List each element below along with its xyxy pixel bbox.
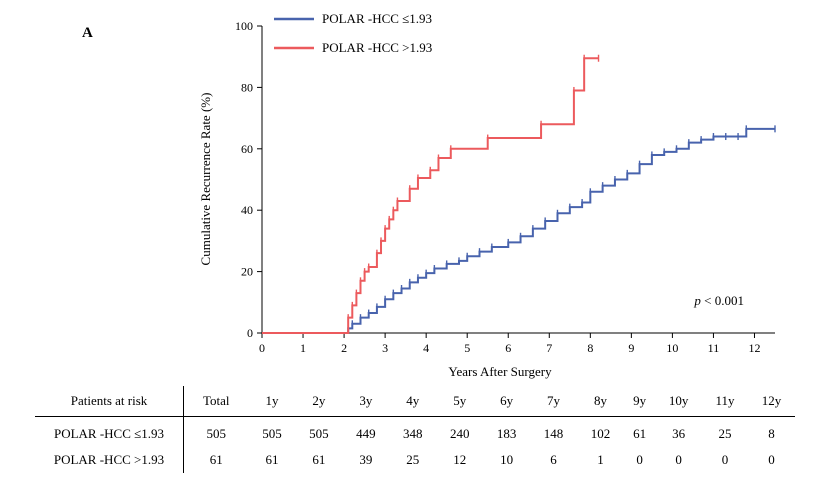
risk-cell: 39	[359, 452, 373, 467]
risk-cell: 1	[597, 452, 604, 467]
y-tick-label: 80	[241, 80, 253, 94]
x-tick-label: 11	[708, 341, 720, 355]
risk-cell: 348	[403, 426, 423, 441]
risk-cell: 10	[500, 452, 514, 467]
x-axis-label: Years After Surgery	[448, 364, 552, 379]
x-tick-label: 6	[505, 341, 511, 355]
x-tick-label: 9	[628, 341, 634, 355]
risk-cell: 183	[496, 426, 517, 441]
risk-header-cell: 6y	[483, 386, 531, 417]
risk-header-cell: 10y	[655, 386, 703, 417]
risk-header-cell: 8y	[577, 386, 624, 417]
risk-cell: 0	[768, 452, 775, 467]
risk-cell: 102	[590, 426, 611, 441]
risk-header-cell: 2y	[295, 386, 343, 417]
risk-cell: 240	[449, 426, 470, 441]
risk-cell: 61	[312, 452, 326, 467]
y-tick-label: 100	[235, 19, 253, 33]
risk-cell: 0	[675, 452, 682, 467]
series-line-2	[262, 57, 599, 334]
p-value-text: < 0.001	[701, 293, 744, 308]
x-tick-label: 10	[666, 341, 678, 355]
risk-row-label: POLAR -HCC ≤1.93	[35, 416, 184, 447]
risk-cell: 0	[636, 452, 643, 467]
risk-cell: 61	[209, 452, 223, 467]
x-tick-label: 5	[464, 341, 470, 355]
risk-cell: 6	[550, 452, 557, 467]
risk-cell: 25	[718, 426, 732, 441]
risk-cell: 61	[265, 452, 279, 467]
panel-label: A	[82, 25, 93, 41]
risk-cell: 505	[309, 426, 329, 441]
x-tick-label: 7	[546, 341, 552, 355]
x-tick-label: 4	[423, 341, 429, 355]
legend-label: POLAR -HCC >1.93	[322, 40, 432, 55]
x-tick-label: 8	[587, 341, 593, 355]
risk-cell: 148	[543, 426, 564, 441]
x-tick-label: 3	[382, 341, 388, 355]
x-tick-label: 12	[748, 341, 760, 355]
risk-header-cell: 7y	[530, 386, 577, 417]
risk-row-label: POLAR -HCC >1.93	[35, 447, 184, 473]
risk-cell: 25	[406, 452, 420, 467]
x-tick-label: 2	[341, 341, 347, 355]
risk-cell: 505	[206, 426, 227, 441]
p-value-symbol: p	[693, 293, 701, 308]
risk-header-cell: 5y	[436, 386, 484, 417]
curves	[262, 54, 776, 334]
risk-table-header: Patients at risk Total 1y 2y 3y 4y 5y 6y 7y 8y 9y 1…	[35, 386, 795, 417]
p-value-annotation: p < 0.001	[693, 293, 744, 308]
risk-header-cell: 1y	[248, 386, 296, 417]
y-tick-label: 60	[241, 142, 253, 156]
legend-label: POLAR -HCC ≤1.93	[322, 11, 432, 26]
risk-header-cell: Total	[183, 386, 249, 417]
risk-cell: 0	[721, 452, 729, 467]
y-tick-label: 20	[241, 265, 253, 279]
risk-table: Patients at risk Total 1y 2y 3y 4y 5y 6y 7y 8y 9y 1…	[35, 386, 795, 473]
risk-cell: 12	[453, 452, 467, 467]
risk-table-row: POLAR -HCC ≤1.93 505 505 505 449 348 240 183 148…	[35, 416, 795, 447]
x-tick-label: 1	[300, 341, 306, 355]
risk-header-cell: 3y	[342, 386, 390, 417]
risk-cell: 505	[262, 426, 282, 441]
y-tick-label: 0	[247, 326, 253, 340]
risk-header-label: Patients at risk	[35, 386, 184, 417]
x-tick-label: 0	[259, 341, 265, 355]
risk-header-cell: 12y	[747, 386, 795, 417]
legend: POLAR -HCC ≤1.93 POLAR -HCC >1.93	[274, 11, 432, 55]
y-tick-label: 40	[241, 203, 253, 217]
y-axis-label: Cumulative Recurrence Rate (%)	[198, 93, 213, 266]
risk-cell: 61	[633, 426, 647, 441]
risk-header-cell: 9y	[623, 386, 656, 417]
risk-header-cell: 11y	[702, 386, 748, 417]
risk-cell: 8	[768, 426, 775, 441]
risk-header-cell: 4y	[389, 386, 437, 417]
risk-cell: 36	[672, 426, 686, 441]
risk-cell: 449	[356, 426, 376, 441]
risk-table-row: POLAR -HCC >1.93 61 61 61 39 25 12 10 6 1 0 0 0 0	[35, 447, 795, 473]
